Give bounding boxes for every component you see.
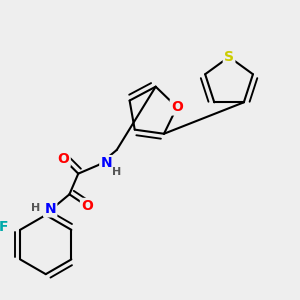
Text: H: H (31, 202, 40, 213)
Text: O: O (58, 152, 69, 166)
Text: O: O (81, 199, 93, 213)
Text: N: N (44, 202, 56, 216)
Text: N: N (100, 156, 112, 170)
Text: F: F (0, 220, 9, 234)
Text: S: S (224, 50, 234, 64)
Text: O: O (171, 100, 183, 114)
Text: H: H (112, 167, 121, 177)
